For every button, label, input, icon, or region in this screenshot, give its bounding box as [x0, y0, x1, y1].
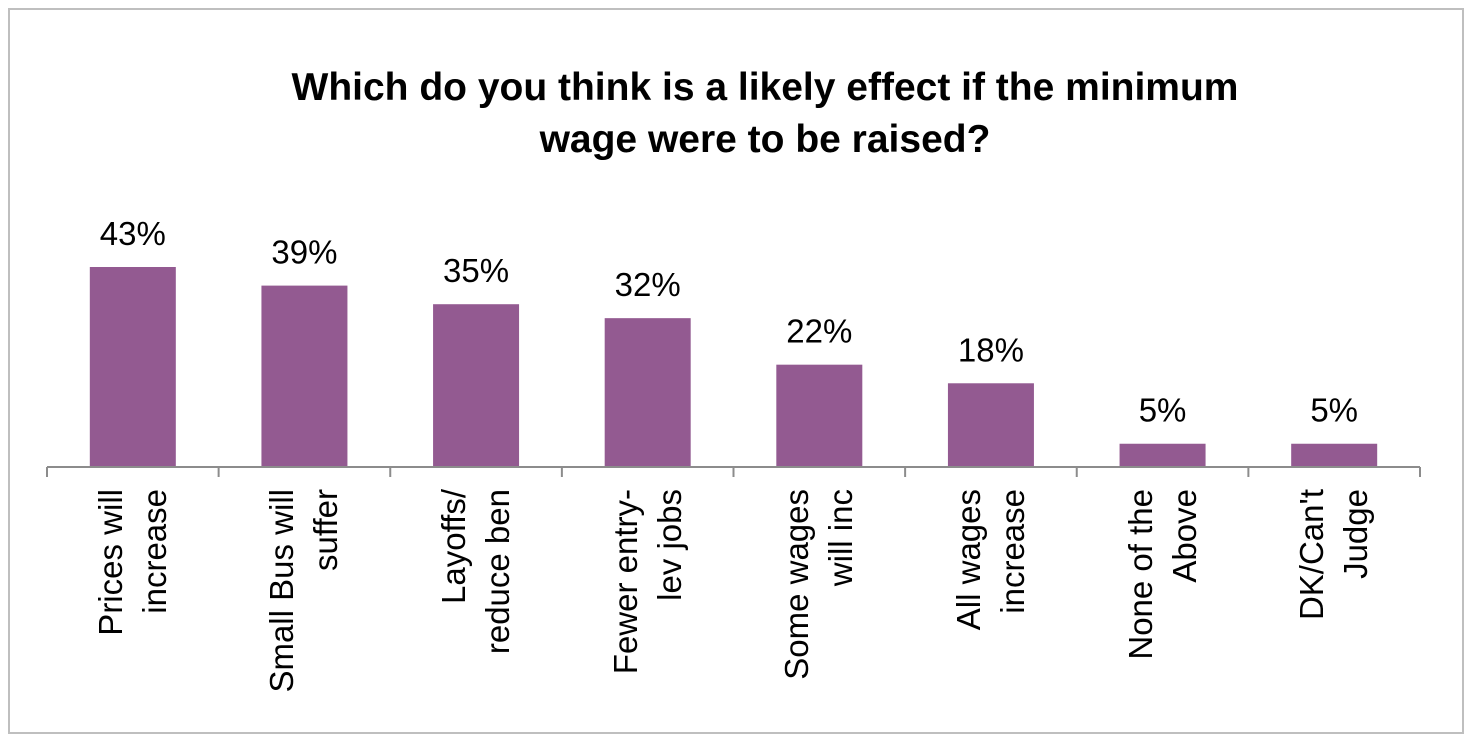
data-label-0: 43% — [100, 215, 166, 252]
category-label-7-line-0: DK/Can't — [1293, 489, 1331, 621]
category-label-3-line-1: lev jobs — [650, 489, 688, 601]
category-label-3: Fewer entry-lev jobs — [604, 489, 692, 729]
data-label-5: 18% — [958, 331, 1024, 368]
category-label-3-line-0: Fewer entry- — [606, 489, 644, 675]
category-label-0-line-1: increase — [135, 489, 173, 614]
category-label-2-line-1: reduce ben — [479, 489, 517, 655]
category-label-6-line-1: Above — [1165, 489, 1203, 583]
data-label-2: 35% — [443, 252, 509, 289]
data-label-4: 22% — [786, 313, 852, 350]
category-label-2-line-0: Layoffs/ — [435, 489, 473, 604]
bar-2 — [433, 304, 520, 467]
category-label-1: Small Bus will suffer — [260, 489, 348, 729]
category-label-0-line-0: Prices will — [91, 489, 129, 636]
category-label-2: Layoffs/reduce ben — [432, 489, 520, 729]
data-label-7: 5% — [1310, 392, 1358, 429]
data-label-3: 32% — [615, 266, 681, 303]
category-label-6: None of the Above — [1119, 489, 1207, 729]
bar-0 — [89, 267, 176, 467]
category-label-1-line-0: Small Bus will — [263, 489, 301, 693]
bar-3 — [604, 318, 691, 467]
bar-4 — [776, 364, 863, 467]
category-label-7-line-1: Judge — [1337, 489, 1375, 579]
category-label-4: Some wages will inc — [775, 489, 863, 729]
chart-title-line-1: Which do you think is a likely effect if… — [291, 66, 1239, 109]
category-label-4-line-0: Some wages — [778, 489, 816, 680]
bar-1 — [261, 285, 348, 467]
category-label-5: All wages increase — [947, 489, 1035, 729]
bar-5 — [947, 383, 1034, 467]
data-label-6: 5% — [1139, 392, 1187, 429]
category-label-1-line-1: suffer — [307, 489, 345, 571]
bar-7 — [1291, 443, 1378, 467]
chart-title: Which do you think is a likely effect if… — [0, 62, 1475, 166]
category-label-7: DK/Can't Judge — [1290, 489, 1378, 729]
category-label-4-line-1: will inc — [822, 489, 860, 587]
bar-6 — [1119, 443, 1206, 467]
category-label-6-line-0: None of the — [1121, 489, 1159, 660]
category-label-5-line-1: increase — [993, 489, 1031, 614]
data-label-1: 39% — [271, 234, 337, 271]
category-label-5-line-0: All wages — [949, 489, 987, 631]
category-label-0: Prices will increase — [89, 489, 177, 729]
chart-title-line-2: wage were to be raised? — [539, 118, 991, 161]
chart-frame — [8, 8, 1464, 734]
